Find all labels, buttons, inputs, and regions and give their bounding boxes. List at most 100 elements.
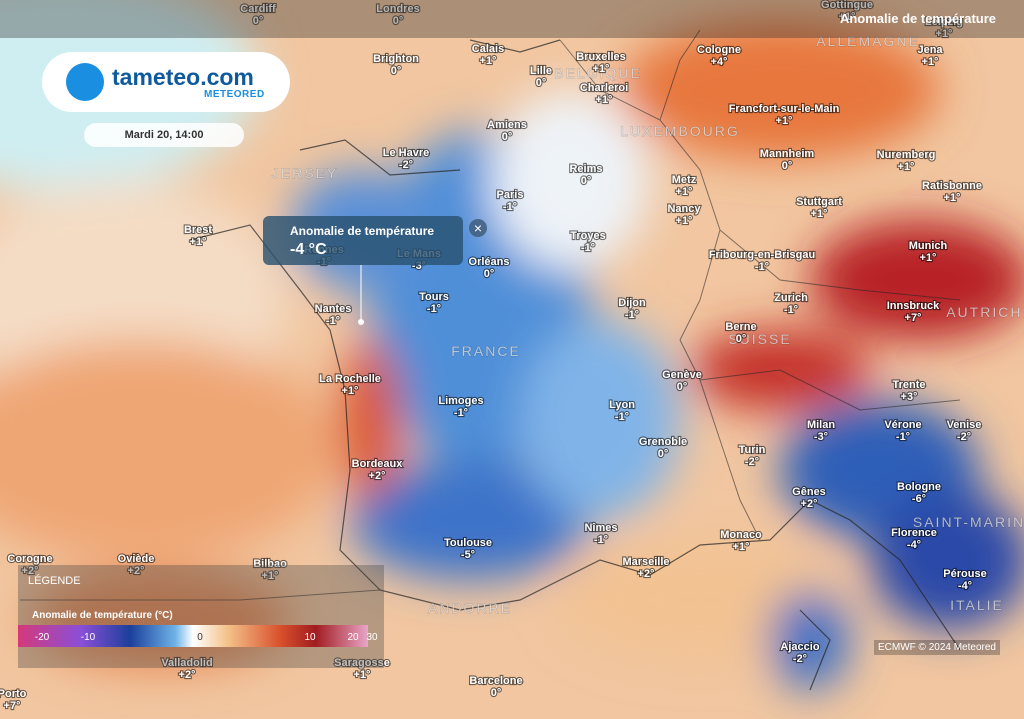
- tooltip-value: -4 °C: [290, 241, 327, 258]
- city-anomaly: +2°: [22, 565, 39, 577]
- city-anomaly: +3°: [901, 391, 918, 403]
- city-anomaly: -1°: [503, 201, 517, 213]
- city-name: Mannheim: [760, 148, 815, 160]
- city-name: Oviède: [118, 553, 155, 565]
- city-name: Berne: [725, 321, 756, 333]
- city-name: Zurich: [774, 292, 808, 304]
- city-anomaly: +2°: [638, 568, 655, 580]
- legend-tick: -10: [81, 632, 96, 643]
- city-name: Saragosse: [334, 657, 390, 669]
- city-name: Tours: [419, 291, 449, 303]
- city-anomaly: -1°: [326, 315, 340, 327]
- country-label: AUTRICHE: [946, 304, 1024, 320]
- city-name: Nîmes: [584, 522, 617, 534]
- city-anomaly: -1°: [454, 407, 468, 419]
- city-name: Brighton: [373, 53, 419, 65]
- country-label: FRANCE: [451, 343, 521, 359]
- city-name: Turin: [739, 444, 766, 456]
- city-name: Limoges: [438, 395, 483, 407]
- city-anomaly: 0°: [484, 268, 495, 280]
- city-anomaly: +1°: [733, 541, 750, 553]
- country-label: JERSEY: [272, 165, 338, 181]
- city-name: Cardiff: [240, 3, 276, 15]
- legend-heading: LÉGENDE: [28, 575, 81, 587]
- city-anomaly: +1°: [596, 94, 613, 106]
- layer-name: Anomalie de température: [839, 11, 996, 26]
- city-anomaly: 0°: [393, 15, 404, 27]
- city-anomaly: +1°: [776, 115, 793, 127]
- city-anomaly: +1°: [898, 161, 915, 173]
- city-name: Bologne: [897, 481, 941, 493]
- city-name: Munich: [909, 240, 948, 252]
- city-anomaly: -4°: [958, 580, 972, 592]
- city-anomaly: 0°: [502, 131, 513, 143]
- city-anomaly: +1°: [936, 28, 953, 40]
- city-anomaly: 0°: [536, 77, 547, 89]
- city-name: Valladolid: [161, 657, 212, 669]
- logo-text: tameteo.com: [112, 64, 254, 90]
- legend-tick: 30: [366, 632, 378, 643]
- city-anomaly: +1°: [922, 56, 939, 68]
- city-anomaly: -6°: [912, 493, 926, 505]
- city-name: Nancy: [667, 203, 701, 215]
- city-name: Reims: [569, 163, 602, 175]
- country-label: SAINT-MARIN: [913, 514, 1024, 530]
- city-name: Paris: [497, 189, 524, 201]
- tooltip-pin: [358, 319, 364, 325]
- city-anomaly: -2°: [793, 653, 807, 665]
- city-anomaly: +1°: [262, 570, 279, 582]
- legend-bar: [18, 625, 368, 647]
- city-anomaly: +1°: [839, 11, 856, 23]
- city-name: Gottingue: [821, 0, 873, 11]
- city-anomaly: -4°: [907, 539, 921, 551]
- city-anomaly: 0°: [391, 65, 402, 77]
- city-name: Troyes: [570, 230, 605, 242]
- city-anomaly: -1°: [755, 261, 769, 273]
- city-anomaly: -1°: [784, 304, 798, 316]
- city-anomaly: +1°: [190, 236, 207, 248]
- date[interactable]: Mardi 20, 14:00: [84, 123, 244, 147]
- city-anomaly: +1°: [480, 55, 497, 67]
- city-name: Vérone: [884, 419, 921, 431]
- credit: ECMWF © 2024 Meteored: [874, 640, 1000, 655]
- country-label: ANDORRE: [428, 600, 512, 616]
- country-label: BELGIQUE: [554, 65, 642, 81]
- city-name: Cologne: [697, 44, 741, 56]
- logo-icon: [66, 63, 104, 101]
- tooltip-close[interactable]: ×: [469, 219, 487, 237]
- legend-title: Anomalie de température (°C): [32, 610, 173, 621]
- legend: LÉGENDE Anomalie de température (°C) -20…: [18, 565, 384, 668]
- city-anomaly: -1°: [594, 534, 608, 546]
- city-anomaly: 0°: [736, 333, 747, 345]
- city-anomaly: -1°: [427, 303, 441, 315]
- city-anomaly: +4°: [711, 56, 728, 68]
- logo-subtext: METEORED: [204, 89, 265, 100]
- city-name: Milan: [807, 419, 835, 431]
- city-name: Lille: [530, 65, 552, 77]
- city-name: Jena: [917, 44, 943, 56]
- city-name: Francfort-sur-le-Main: [729, 103, 840, 115]
- city-name: Calais: [472, 43, 504, 55]
- country-label: ALLEMAGNE: [816, 33, 920, 49]
- city-name: Le Havre: [383, 147, 429, 159]
- city-anomaly: 0°: [581, 175, 592, 187]
- city-anomaly: +2°: [801, 498, 818, 510]
- city-name: Nantes: [315, 303, 352, 315]
- city-name: Leipzig: [925, 16, 963, 28]
- city-name: Grenoble: [639, 436, 687, 448]
- city-anomaly: +1°: [676, 186, 693, 198]
- logo[interactable]: tameteo.com METEORED: [42, 52, 290, 112]
- city-anomaly: +2°: [369, 470, 386, 482]
- city-anomaly: +1°: [354, 669, 371, 681]
- city-name: Charleroi: [580, 82, 628, 94]
- city-anomaly: -2°: [399, 159, 413, 171]
- city-anomaly: 0°: [782, 160, 793, 172]
- city-name: Toulouse: [444, 537, 492, 549]
- city-name: Barcelone: [469, 675, 522, 687]
- legend-tick: 10: [304, 632, 316, 643]
- city-anomaly: +2°: [179, 669, 196, 681]
- legend-scale: -20 -10 0 10 20 30: [18, 625, 378, 647]
- city-anomaly: -2°: [957, 431, 971, 443]
